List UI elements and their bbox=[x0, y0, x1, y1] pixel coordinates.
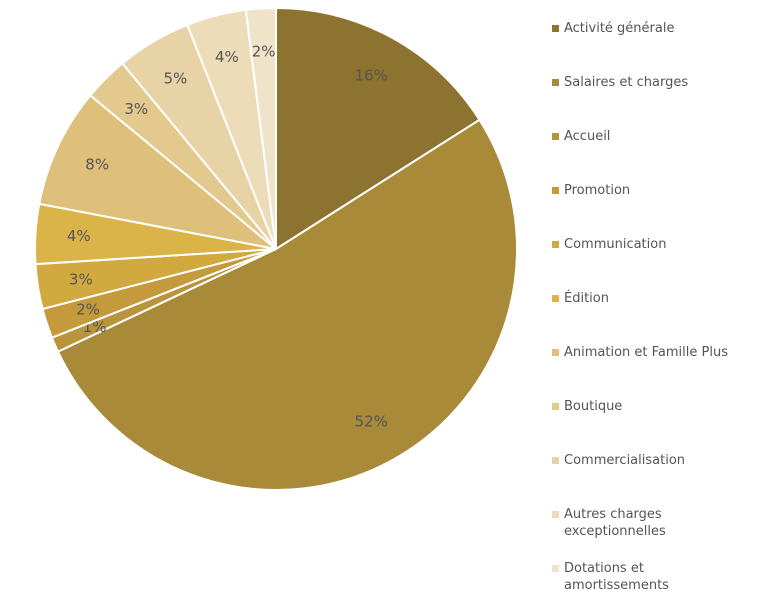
legend-item: Commercialisation bbox=[552, 452, 752, 469]
legend-swatch bbox=[552, 565, 559, 572]
legend-label: Autres charges exceptionnelles bbox=[564, 507, 666, 539]
slice bbox=[38, 93, 277, 250]
legend-label: Accueil bbox=[564, 129, 611, 144]
data-label: 3% bbox=[69, 270, 93, 288]
legend-swatch bbox=[552, 79, 559, 86]
legend-item: Promotion bbox=[552, 182, 752, 199]
data-label: 2% bbox=[76, 301, 100, 319]
data-label: 16% bbox=[355, 66, 388, 84]
legend-item: Boutique bbox=[552, 398, 752, 415]
legend-label: Activité générale bbox=[564, 21, 675, 36]
slice bbox=[244, 6, 277, 250]
legend-swatch bbox=[552, 511, 559, 518]
legend-item: Dotations et amortissements bbox=[552, 560, 752, 594]
legend-item: Autres charges exceptionnelles bbox=[552, 506, 752, 540]
data-label: 8% bbox=[85, 155, 109, 173]
legend-swatch bbox=[552, 25, 559, 32]
legend-label: Animation et Famille Plus bbox=[564, 345, 728, 360]
legend-swatch bbox=[552, 241, 559, 248]
data-label: 2% bbox=[252, 42, 276, 60]
legend-label: Salaires et charges bbox=[564, 75, 689, 90]
pie: 16%52%1%2%3%4%8%3%5%4% 2% bbox=[34, 6, 518, 491]
legend-label: Commercialisation bbox=[564, 453, 686, 468]
data-label: 5% bbox=[164, 69, 188, 87]
legend-item: Activité générale bbox=[552, 20, 752, 37]
data-label: 4% bbox=[67, 227, 91, 245]
legend-swatch bbox=[552, 349, 559, 356]
legend-swatch bbox=[552, 403, 559, 410]
legend-swatch bbox=[552, 187, 559, 194]
data-label: 3% bbox=[124, 100, 148, 118]
data-label: 52% bbox=[355, 413, 388, 431]
legend-item: Salaires et charges bbox=[552, 74, 752, 91]
slice bbox=[275, 6, 481, 251]
legend-label: Édition bbox=[564, 291, 609, 306]
legend-label: Boutique bbox=[564, 399, 623, 414]
legend-swatch bbox=[552, 457, 559, 464]
data-label: 4% bbox=[215, 48, 239, 66]
legend-item: Animation et Famille Plus bbox=[552, 344, 752, 361]
slice bbox=[56, 118, 518, 491]
legend-item: Communication bbox=[552, 236, 752, 253]
legend-item: Édition bbox=[552, 290, 752, 307]
legend-item: Accueil bbox=[552, 128, 752, 145]
legend-swatch bbox=[552, 295, 559, 302]
legend-label: Promotion bbox=[564, 183, 631, 198]
legend-label: Communication bbox=[564, 237, 667, 252]
legend-label: Dotations et amortissements bbox=[564, 561, 669, 593]
legend-swatch bbox=[552, 133, 559, 140]
